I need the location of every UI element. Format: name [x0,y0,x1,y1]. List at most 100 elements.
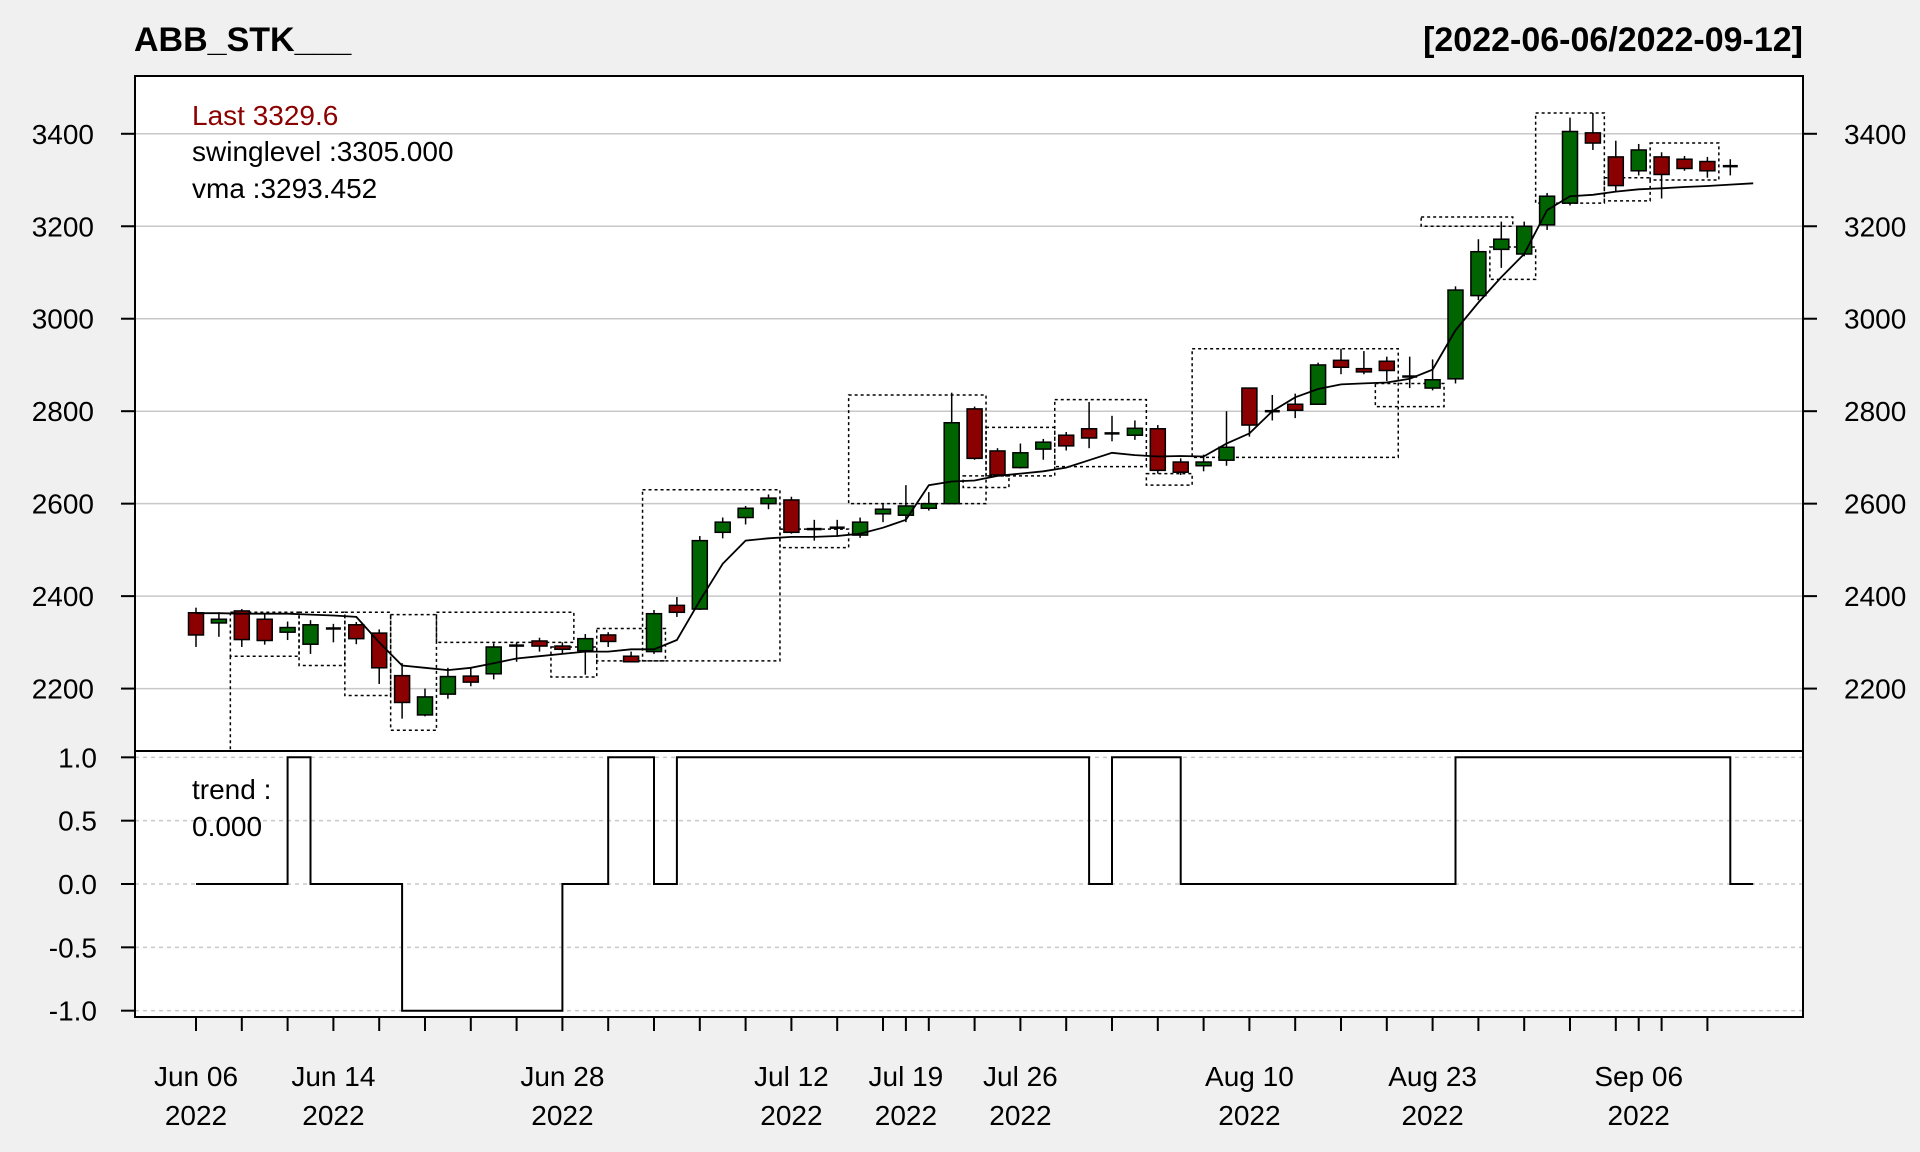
candle-body [1515,225,1533,255]
date-range: [2022-06-06/2022-09-12] [1423,21,1803,59]
candle-body [1126,427,1144,436]
candle-body [943,421,960,505]
candle-body [760,497,777,505]
candle-body [233,610,251,641]
swing-box [344,611,392,697]
candle-body [737,507,754,519]
x-tick-label-date: Aug 23 [1388,1061,1477,1092]
candle-body [1630,149,1647,172]
candle-body [1607,156,1625,187]
price-tick-label-right: 2200 [1844,674,1906,705]
candle-body [1012,452,1029,469]
candle-body [1057,434,1075,447]
swing-box [389,613,438,731]
x-tick-label-year: 2022 [1401,1100,1463,1131]
trend-tick-label: -0.5 [49,932,97,963]
price-tick-label-left: 2800 [32,396,94,427]
candle-body [874,508,892,515]
swing-box [1420,216,1514,228]
candle-body [645,612,663,653]
candle-body [1080,428,1098,439]
x-tick-label-date: Jul 12 [754,1061,829,1092]
swing-box [1603,176,1651,202]
candle-body [1493,238,1510,251]
vma-line [196,182,1754,672]
candle-body [554,645,571,651]
vma-layer [196,182,1754,672]
candle-body [897,505,915,516]
swing-box [298,611,346,667]
trend-tick-label: 1.0 [58,742,97,773]
swing-box [1145,472,1193,486]
x-tick-label-date: Jun 14 [291,1061,375,1092]
candle-body [210,618,228,624]
candle-body [1424,379,1441,389]
candle-body [1286,403,1304,412]
x-tick-label-year: 2022 [302,1100,364,1131]
price-tick-label-left: 3400 [32,119,94,150]
x-tick-label-year: 2022 [1608,1100,1670,1131]
x-tick-label-date: Jul 26 [983,1061,1058,1092]
x-tick-label-date: Aug 10 [1205,1061,1294,1092]
candle-body [1172,461,1189,473]
candle-body [393,674,411,704]
trend-tick-label: -1.0 [49,996,97,1027]
candle-body [1241,387,1258,426]
swing-box [1054,398,1148,468]
trend-legend-label: trend : [192,774,271,805]
legend-vma: vma :3293.452 [192,173,377,204]
x-tick-label-date: Sep 06 [1594,1061,1683,1092]
trend-tick-label: 0.5 [58,806,97,837]
x-tick-label-year: 2022 [165,1100,227,1131]
x-tick-label-year: 2022 [531,1100,593,1131]
trend-line [196,756,1754,1012]
candle-body [783,499,800,534]
candle-body [1218,446,1235,461]
candle-body [531,640,548,647]
trend-legend-value: 0.000 [192,811,262,842]
trend-panel-border [134,750,1804,1018]
x-tick-label-year: 2022 [1218,1100,1280,1131]
candle-body [577,637,594,652]
candle-body [1378,360,1396,372]
candle-body [1332,359,1350,369]
candle-body [348,624,365,640]
x-tick-label-date: Jul 19 [869,1061,944,1092]
candle-body [1447,289,1464,380]
swing-box [435,611,575,644]
price-tick-label-right: 2800 [1844,396,1906,427]
candle-body [1035,441,1052,450]
swing-box [1489,246,1537,281]
candle-body [370,632,388,669]
swing-box [641,489,781,662]
candle-body [1149,428,1167,472]
price-tick-label-right: 2400 [1844,581,1906,612]
legend-swinglevel: swinglevel :3305.000 [192,136,454,167]
candle-body [691,539,709,610]
swing-box [1649,142,1720,181]
x-tick-label-year: 2022 [989,1100,1051,1131]
candles [187,112,1738,719]
candle-body [1676,158,1693,170]
candle-body [966,408,983,460]
candle-body [714,521,731,534]
candle-body [439,675,457,695]
candle-body [1584,132,1602,144]
price-tick-label-left: 3000 [32,304,94,335]
candle-body [1355,367,1373,373]
candle-body [485,646,502,675]
candle-body [1653,156,1670,176]
chart-title: ABB_STK___ [134,21,352,59]
x-tick-label-year: 2022 [760,1100,822,1131]
swing-box [550,646,598,678]
candle-body [302,624,319,645]
swing-box [779,528,850,549]
candle-body [599,634,617,643]
candle-body [1195,461,1212,467]
price-tick-label-left: 3200 [32,211,94,242]
price-tick-label-left: 2600 [32,489,94,520]
y-axis-ticks: 2200 2200 2400 2400 2600 2600 2800 2800 3000 3000… [32,119,1907,1027]
x-tick-label-year: 2022 [875,1100,937,1131]
price-tick-label-right: 3200 [1844,211,1906,242]
candle-body [416,696,434,716]
